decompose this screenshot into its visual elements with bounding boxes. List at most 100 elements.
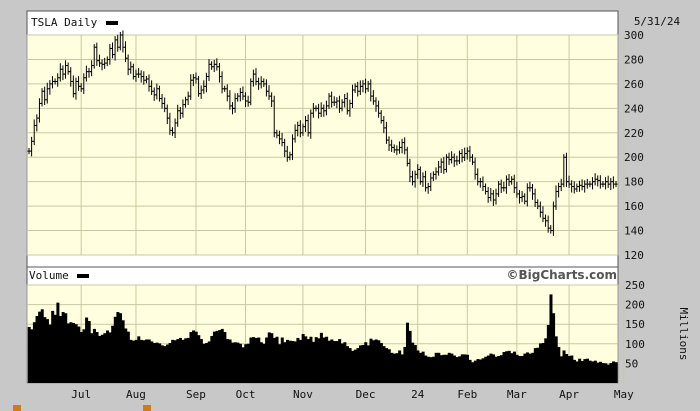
volume-bar — [369, 338, 373, 383]
volume-bar — [103, 333, 107, 383]
volume-bar — [492, 354, 496, 383]
volume-bar — [614, 362, 618, 383]
volume-bar — [366, 345, 370, 383]
volume-bar — [85, 317, 89, 383]
volume-bar — [541, 343, 545, 383]
volume-bar — [56, 302, 60, 383]
volume-bar — [173, 340, 177, 383]
volume-bar — [244, 344, 248, 383]
volume-bar — [61, 312, 65, 383]
price-plot-area — [26, 34, 619, 256]
volume-bar — [228, 339, 232, 383]
volume-bar — [267, 332, 271, 383]
volume-bar — [599, 361, 603, 383]
volume-bar — [241, 347, 245, 383]
volume-bar — [609, 363, 613, 383]
volume-bar — [345, 346, 349, 383]
x-tick-label: Sep — [186, 388, 206, 401]
volume-bar — [254, 337, 258, 383]
volume-bar — [416, 350, 420, 383]
volume-bar — [468, 359, 472, 383]
volume-bar — [348, 348, 352, 383]
volume-bar — [499, 355, 503, 383]
volume-bar — [189, 332, 193, 383]
volume-bar — [35, 315, 39, 383]
volume-bar — [405, 322, 409, 383]
volume-bar — [77, 326, 81, 383]
chart-date: 5/31/24 — [634, 15, 681, 28]
x-tick-label: Nov — [293, 388, 313, 401]
volume-bar — [181, 339, 185, 383]
volume-bar — [105, 330, 109, 383]
volume-bar — [231, 342, 235, 383]
volume-bar — [72, 323, 76, 383]
volume-bar — [272, 337, 276, 383]
volume-bar — [426, 356, 430, 383]
x-tick-label: 24 — [411, 388, 425, 401]
volume-bar — [479, 359, 483, 383]
volume-bar — [116, 312, 120, 383]
volume-bar — [306, 339, 310, 383]
bigcharts-watermark: ©BigCharts.com — [506, 268, 617, 282]
volume-bar — [512, 351, 516, 383]
volume-bar — [51, 310, 55, 383]
volume-bar — [450, 353, 454, 383]
volume-bar — [150, 341, 154, 383]
volume-bar — [314, 337, 318, 383]
volume-bar — [184, 338, 188, 383]
volume-bar — [567, 355, 571, 383]
volume-bar — [473, 360, 477, 383]
volume-bar — [142, 340, 146, 383]
volume-bar — [207, 341, 211, 383]
volume-bar — [570, 355, 574, 383]
volume-bar — [66, 323, 70, 383]
volume-bar — [212, 331, 216, 383]
volume-bar — [246, 343, 250, 383]
volume-bar — [197, 335, 201, 383]
volume-bar — [353, 349, 357, 383]
volume-bar — [296, 337, 300, 383]
volume-bar — [95, 332, 99, 383]
volume-bar — [270, 333, 274, 383]
volume-bar — [215, 330, 219, 383]
volume-bar — [40, 309, 44, 383]
x-tick-label: Aug — [126, 388, 146, 401]
volume-bar — [372, 340, 376, 383]
volume-bar — [606, 364, 610, 383]
volume-bar — [437, 352, 441, 383]
price-tick-label: 160 — [624, 200, 644, 213]
volume-bar — [340, 343, 344, 383]
volume-bar — [53, 314, 57, 383]
volume-bar — [108, 332, 112, 383]
volume-bar — [179, 337, 183, 383]
volume-bar — [578, 358, 582, 383]
volume-bar — [562, 350, 566, 383]
volume-bar — [494, 356, 498, 383]
volume-bar — [460, 354, 464, 383]
volume-bar — [549, 294, 553, 383]
volume-bar — [48, 324, 52, 383]
volume-bar — [147, 339, 151, 383]
volume-bar — [356, 348, 360, 383]
volume-bar — [283, 342, 287, 383]
volume-bar — [257, 337, 261, 383]
volume-bar — [74, 324, 78, 383]
volume-bar — [343, 342, 347, 383]
volume-bar — [145, 339, 149, 383]
volume-bar — [400, 354, 404, 383]
x-tick-label: Apr — [559, 388, 579, 401]
price-tick-label: 280 — [624, 53, 644, 66]
volume-bar — [359, 345, 363, 383]
volume-bar — [575, 361, 579, 383]
volume-bar — [155, 342, 159, 383]
volume-bar — [199, 339, 203, 383]
volume-bar — [546, 324, 550, 383]
volume-bar — [515, 354, 519, 383]
volume-bar — [27, 326, 31, 383]
volume-bar — [458, 356, 462, 383]
volume-bar — [82, 329, 86, 383]
volume-bar — [593, 360, 597, 383]
volume-bar — [484, 356, 488, 383]
volume-bar — [317, 338, 321, 383]
volume-bar — [486, 355, 490, 383]
